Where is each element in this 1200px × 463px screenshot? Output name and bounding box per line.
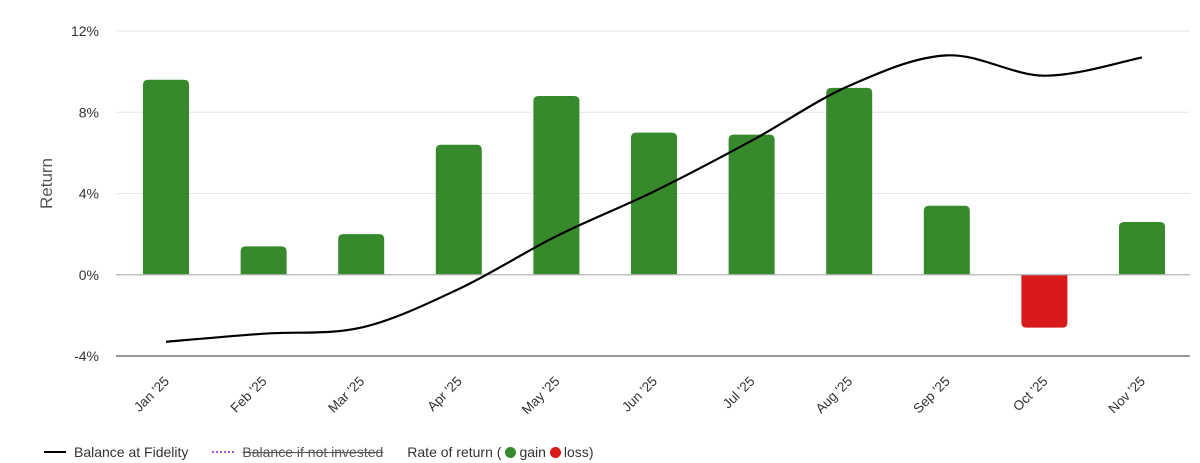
dotted-line-swatch [212, 451, 235, 453]
x-tick-label: Sep '25 [910, 374, 953, 417]
x-tick-label: Jan '25 [131, 374, 172, 415]
x-axis-ticks: Jan '25 Feb '25 Mar '25 Apr '25 May '25 Jun '… [131, 374, 1148, 418]
legend-rate-prefix: Rate of return ( [407, 444, 502, 460]
bar-gain[interactable] [631, 132, 677, 275]
y-tick-label: 8% [79, 104, 99, 120]
legend-loss-label: loss [563, 444, 589, 460]
legend-rate-of-return[interactable]: Rate of return ( gain loss ) [407, 444, 593, 460]
legend-gain-label: gain [519, 444, 546, 460]
bar-gain[interactable] [923, 205, 970, 275]
gain-dot-icon [505, 446, 517, 458]
bar-gain[interactable] [240, 246, 287, 275]
bar-series [143, 79, 1165, 328]
x-tick-label: Jun '25 [619, 374, 660, 415]
bar-gain[interactable] [533, 96, 580, 275]
y-tick-label: 4% [79, 186, 99, 202]
x-tick-label: Aug '25 [813, 374, 856, 417]
y-tick-label: -4% [74, 348, 99, 364]
balance-line [165, 54, 1143, 343]
legend-rate-suffix: ) [588, 444, 594, 460]
legend: Balance at Fidelity Balance if not inves… [44, 441, 617, 463]
x-tick-label: Nov '25 [1105, 374, 1148, 417]
bar-gain[interactable] [435, 144, 482, 275]
balance-line-swatch [44, 451, 66, 453]
bar-gain[interactable] [143, 79, 189, 275]
bar-loss[interactable] [1021, 274, 1068, 328]
bar-gain[interactable] [1119, 221, 1165, 275]
bar-gain[interactable] [728, 134, 775, 275]
y-tick-label: 0% [79, 267, 99, 283]
legend-not-invested-label: Balance if not invested [242, 444, 384, 460]
x-tick-label: Oct '25 [1010, 374, 1051, 415]
legend-balance[interactable]: Balance at Fidelity [44, 444, 188, 460]
bar-gain[interactable] [338, 234, 385, 275]
loss-dot-icon [549, 446, 561, 458]
legend-balance-label: Balance at Fidelity [74, 444, 189, 460]
x-tick-label: Apr '25 [424, 374, 465, 415]
x-tick-label: Mar '25 [325, 374, 367, 416]
x-tick-label: Jul '25 [720, 374, 758, 412]
legend-not-invested[interactable]: Balance if not invested [212, 444, 383, 460]
bar-gain[interactable] [826, 87, 873, 275]
y-axis-label: Return [37, 158, 56, 209]
x-tick-label: May '25 [519, 374, 563, 418]
y-tick-label: 12% [71, 23, 99, 39]
y-axis-ticks: -4% 0% 4% 8% 12% [71, 23, 99, 364]
x-tick-label: Feb '25 [228, 374, 270, 416]
